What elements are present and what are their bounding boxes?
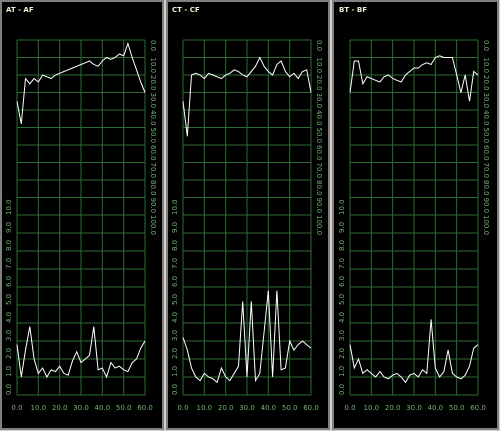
y-tick-label: 1.0 (338, 366, 346, 377)
y-tick-label: 30.0 (149, 93, 157, 109)
x-tick-label: 0.0 (344, 404, 355, 412)
y-tick-label: 3.0 (338, 330, 346, 341)
x-tick-label: 10.0 (31, 404, 47, 412)
y-tick-label: 100.0 (315, 215, 323, 235)
y-tick-label: 10.0 (5, 199, 13, 215)
data-line (182, 56, 312, 137)
x-tick-label: 60.0 (470, 404, 486, 412)
y-tick-label: 50.0 (149, 128, 157, 144)
y-tick-label: 3.0 (5, 330, 13, 341)
data-line (349, 319, 479, 384)
y-tick-label: 10.0 (315, 58, 323, 74)
y-tick-label: 30.0 (315, 93, 323, 109)
data-line (349, 55, 479, 102)
y-tick-label: 8.0 (171, 240, 179, 251)
y-tick-label: 90.0 (482, 198, 490, 214)
y-tick-label: 2.0 (5, 348, 13, 359)
y-tick-label: 0.0 (315, 40, 323, 51)
y-tick-label: 10.0 (171, 199, 179, 215)
y-tick-label: 70.0 (315, 163, 323, 179)
y-tick-label: 80.0 (315, 180, 323, 196)
y-tick-label: 7.0 (171, 258, 179, 269)
y-tick-label: 20.0 (149, 75, 157, 91)
y-tick-label: 6.0 (338, 276, 346, 287)
x-tick-label: 40.0 (95, 404, 111, 412)
y-tick-label: 50.0 (482, 128, 490, 144)
panel-title: BT - BF (339, 6, 367, 14)
y-tick-label: 8.0 (338, 240, 346, 251)
x-tick-label: 20.0 (52, 404, 68, 412)
y-tick-label: 40.0 (149, 110, 157, 126)
y-tick-label: 30.0 (482, 93, 490, 109)
y-tick-label: 6.0 (171, 276, 179, 287)
panel-title: CT - CF (172, 6, 200, 14)
y-tick-label: 80.0 (482, 180, 490, 196)
y-tick-label: 9.0 (171, 222, 179, 233)
data-line (182, 290, 312, 384)
y-tick-label: 90.0 (315, 198, 323, 214)
y-tick-label: 0.0 (149, 40, 157, 51)
y-tick-label: 4.0 (171, 312, 179, 323)
y-tick-label: 70.0 (482, 163, 490, 179)
x-tick-label: 20.0 (385, 404, 401, 412)
x-tick-label: 40.0 (261, 404, 277, 412)
y-tick-label: 5.0 (5, 294, 13, 305)
y-tick-label: 70.0 (149, 163, 157, 179)
y-tick-label: 3.0 (171, 330, 179, 341)
x-tick-label: 10.0 (197, 404, 213, 412)
y-tick-label: 1.0 (171, 366, 179, 377)
y-tick-label: 10.0 (482, 58, 490, 74)
y-tick-label: 5.0 (338, 294, 346, 305)
y-tick-label: 9.0 (5, 222, 13, 233)
y-tick-label: 1.0 (5, 366, 13, 377)
y-tick-label: 8.0 (5, 240, 13, 251)
x-tick-label: 60.0 (137, 404, 153, 412)
x-tick-label: 30.0 (73, 404, 89, 412)
y-tick-label: 80.0 (149, 180, 157, 196)
y-tick-label: 0.0 (5, 384, 13, 395)
y-tick-label: 40.0 (482, 110, 490, 126)
x-tick-label: 0.0 (177, 404, 188, 412)
y-tick-label: 40.0 (315, 110, 323, 126)
y-tick-label: 60.0 (482, 145, 490, 161)
y-tick-label: 0.0 (482, 40, 490, 51)
x-tick-label: 30.0 (239, 404, 255, 412)
y-tick-label: 0.0 (171, 384, 179, 395)
y-tick-label: 4.0 (338, 312, 346, 323)
y-tick-label: 10.0 (149, 58, 157, 74)
y-tick-label: 9.0 (338, 222, 346, 233)
x-tick-label: 50.0 (282, 404, 298, 412)
y-tick-label: 20.0 (315, 75, 323, 91)
panel-title: AT - AF (6, 6, 34, 14)
y-tick-label: 2.0 (171, 348, 179, 359)
y-tick-label: 100.0 (482, 215, 490, 235)
y-tick-label: 100.0 (149, 215, 157, 235)
x-tick-label: 50.0 (116, 404, 132, 412)
y-tick-label: 60.0 (315, 145, 323, 161)
x-tick-label: 20.0 (218, 404, 234, 412)
x-tick-label: 30.0 (406, 404, 422, 412)
y-tick-label: 50.0 (315, 128, 323, 144)
y-tick-label: 20.0 (482, 75, 490, 91)
y-tick-label: 90.0 (149, 198, 157, 214)
x-tick-label: 0.0 (11, 404, 22, 412)
y-tick-label: 6.0 (5, 276, 13, 287)
y-tick-label: 2.0 (338, 348, 346, 359)
data-line (16, 326, 146, 379)
data-line (16, 41, 146, 125)
x-tick-label: 40.0 (428, 404, 444, 412)
x-tick-label: 60.0 (303, 404, 319, 412)
x-tick-label: 50.0 (449, 404, 465, 412)
x-tick-label: 10.0 (364, 404, 380, 412)
y-tick-label: 7.0 (5, 258, 13, 269)
y-tick-label: 0.0 (338, 384, 346, 395)
y-tick-label: 60.0 (149, 145, 157, 161)
y-tick-label: 5.0 (171, 294, 179, 305)
y-tick-label: 7.0 (338, 258, 346, 269)
y-tick-label: 4.0 (5, 312, 13, 323)
y-tick-label: 10.0 (338, 199, 346, 215)
